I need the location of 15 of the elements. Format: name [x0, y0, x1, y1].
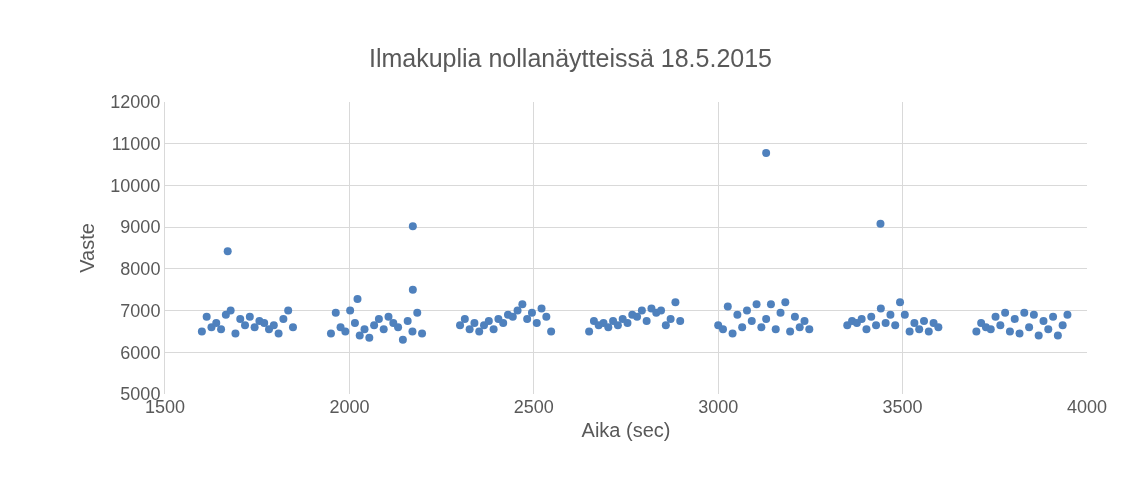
x-tick-label: 3000: [698, 397, 739, 417]
y-tick-label: 6000: [120, 342, 161, 363]
x-tick-label: 2500: [513, 397, 554, 417]
y-tick-label: 12000: [110, 92, 161, 113]
y-tick-label: 11000: [111, 134, 161, 155]
x-axis-title: Aika (sec): [581, 418, 671, 441]
x-tick-label: 2000: [329, 397, 370, 417]
y-tick-label: 10000: [110, 175, 161, 196]
x-tick-label: 4000: [1066, 397, 1108, 417]
chart-title: Ilmakuplia nollanäytteissä 18.5.2015: [368, 44, 773, 73]
y-tick-label: 8000: [120, 259, 161, 280]
y-axis-title: Vaste: [75, 223, 98, 273]
y-tick-label: 7000: [120, 300, 161, 321]
y-tick-label: 9000: [120, 217, 161, 238]
x-tick-label: 3500: [882, 397, 923, 417]
